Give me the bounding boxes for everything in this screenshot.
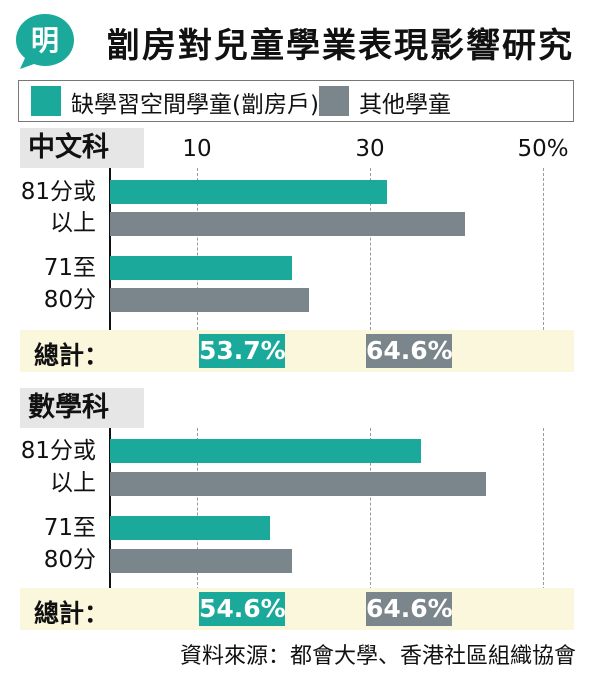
category-label: 以上 bbox=[50, 470, 96, 496]
legend-swatch-teal bbox=[31, 86, 61, 116]
legend-label-subdivided-flat: 缺學習空間學童(劏房戶) bbox=[71, 92, 319, 118]
total-row-chinese bbox=[20, 330, 574, 372]
section-title-chinese: 中文科 bbox=[20, 128, 144, 168]
gridline-10 bbox=[197, 168, 198, 330]
y-axis-chinese bbox=[109, 168, 111, 330]
bar-chinese-81plus-other bbox=[110, 212, 465, 236]
category-label: 81分或 bbox=[20, 179, 96, 205]
bar-maths-71to80-other bbox=[110, 549, 292, 573]
total-row-maths bbox=[20, 588, 574, 630]
y-axis-maths bbox=[109, 428, 111, 590]
total-value-maths-other: 64.6% bbox=[366, 592, 453, 626]
tick-label-10: 10 bbox=[182, 136, 212, 162]
chart-title: 劏房對兒童學業表現影響研究 bbox=[106, 26, 574, 66]
bar-chinese-71to80-other bbox=[110, 288, 309, 312]
gridline-30 bbox=[370, 428, 371, 590]
legend-swatch-grey bbox=[319, 86, 349, 116]
category-label: 71至 bbox=[43, 515, 96, 541]
total-value-chinese-other: 64.6% bbox=[366, 334, 453, 368]
category-label: 80分 bbox=[43, 547, 96, 573]
gridline-10 bbox=[197, 428, 198, 590]
total-value-chinese-subdivided: 53.7% bbox=[199, 334, 286, 368]
category-label: 80分 bbox=[43, 287, 96, 313]
bar-maths-71to80-subdivided bbox=[110, 516, 271, 540]
newspaper-logo: 明 bbox=[16, 14, 74, 69]
total-label: 總計： bbox=[34, 599, 110, 628]
category-label: 71至 bbox=[43, 255, 96, 281]
logo-text: 明 bbox=[31, 24, 59, 57]
legend: 缺學習空間學童(劏房戶) 其他學童 bbox=[18, 80, 574, 122]
gridline-30 bbox=[370, 168, 371, 330]
bar-chinese-81plus-subdivided bbox=[110, 180, 387, 204]
category-label: 以上 bbox=[50, 210, 96, 236]
gridline-50 bbox=[543, 168, 544, 330]
bar-maths-81plus-other bbox=[110, 472, 487, 496]
total-label: 總計： bbox=[34, 341, 110, 370]
source-note: 資料來源：都會大學、香港社區組織協會 bbox=[179, 644, 576, 669]
section-title-maths: 數學科 bbox=[20, 388, 144, 428]
tick-label-50: 50% bbox=[517, 136, 569, 162]
gridline-50 bbox=[543, 428, 544, 590]
bar-chinese-71to80-subdivided bbox=[110, 256, 292, 280]
tick-label-30: 30 bbox=[355, 136, 385, 162]
bar-maths-81plus-subdivided bbox=[110, 439, 422, 463]
category-label: 81分或 bbox=[20, 438, 96, 464]
total-value-maths-subdivided: 54.6% bbox=[199, 592, 286, 626]
legend-label-other-students: 其他學童 bbox=[359, 92, 451, 118]
